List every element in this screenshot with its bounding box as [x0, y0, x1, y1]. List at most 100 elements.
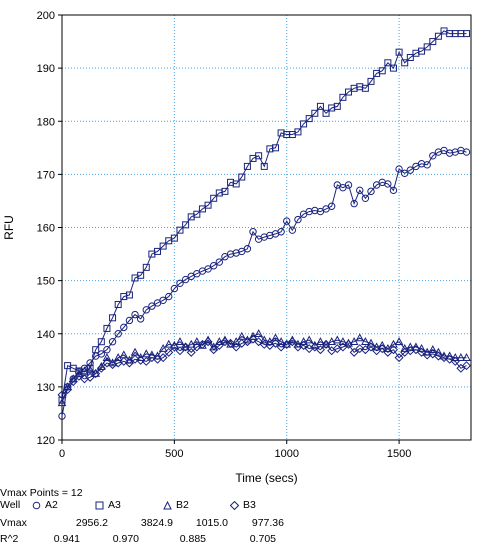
- series-b3-point: [96, 363, 106, 373]
- series-b3-point: [417, 347, 427, 357]
- series-a2-point: [350, 199, 358, 208]
- series-a2-point: [344, 181, 353, 189]
- series-a2-point: [120, 323, 128, 332]
- series-a2-point: [170, 284, 179, 293]
- series-a2-point: [131, 310, 139, 319]
- series-a3-point: [176, 226, 184, 234]
- series-a3-point: [361, 84, 369, 92]
- series-b3-point: [130, 354, 140, 364]
- y-tick-label: 140: [37, 329, 55, 341]
- series-b3-point: [147, 353, 157, 363]
- series-b3-point: [175, 346, 185, 356]
- series-b2-point: [276, 337, 286, 346]
- series-a3-point: [210, 194, 218, 202]
- series-b2-point: [254, 329, 263, 338]
- r2-label: R^2: [0, 533, 19, 545]
- series-b3-point: [428, 349, 438, 359]
- series-a2-point: [401, 169, 409, 178]
- series-b3-point: [248, 334, 258, 344]
- grid: [62, 15, 471, 440]
- series-b2: [57, 329, 471, 407]
- triangle-marker-icon: [163, 500, 172, 510]
- series-a2-point: [305, 207, 313, 216]
- series-b2-point: [299, 337, 308, 346]
- legend-label-b2: B2: [176, 499, 189, 511]
- r2-a3: 0.970: [112, 533, 139, 545]
- series-a3-point: [170, 234, 178, 242]
- legend-label-a2: A2: [45, 499, 58, 511]
- series-b2-point: [389, 339, 398, 348]
- series-a2-point: [209, 262, 218, 270]
- series-b2-point: [85, 365, 95, 374]
- series-a3-point: [142, 263, 150, 271]
- series-a2-point: [148, 302, 156, 310]
- y-tick-label: 190: [37, 63, 55, 75]
- series-a3-point: [271, 144, 279, 152]
- series-b3-line: [61, 338, 467, 396]
- series-b3-point: [388, 345, 398, 355]
- series-b3-point: [377, 344, 387, 354]
- series-a2-point: [176, 279, 184, 287]
- series-b2-point: [304, 335, 314, 344]
- series-a2-point: [103, 345, 111, 354]
- series-b3: [57, 334, 472, 400]
- series-b2-point: [405, 342, 415, 351]
- series-a3-point: [232, 180, 240, 188]
- vmax-a2: 2956.2: [75, 517, 108, 529]
- series-a2-point: [181, 275, 190, 284]
- series-a3-point: [434, 32, 442, 40]
- y-axis-label: RFU: [2, 215, 16, 240]
- series-b3-point: [169, 342, 179, 352]
- series-b2-point: [428, 345, 438, 353]
- series-b2-point: [462, 353, 471, 361]
- y-tick-label: 160: [37, 223, 55, 235]
- legend-item-a2: A2: [32, 498, 58, 512]
- series-b3-point: [57, 390, 67, 400]
- series-b2-point: [57, 398, 67, 407]
- series-a3-point: [311, 109, 319, 117]
- series-a3-point: [125, 291, 133, 299]
- series-a2-point: [311, 206, 319, 215]
- series-a2-point: [114, 330, 122, 338]
- series-a2-point: [204, 265, 212, 273]
- series-b3-point: [450, 356, 460, 366]
- series-b2-point: [450, 353, 460, 361]
- series-b2-point: [113, 353, 123, 361]
- series-a2-point: [283, 217, 291, 225]
- series-b2-point: [192, 337, 202, 346]
- series-b3-point: [287, 337, 297, 347]
- series-a3-point: [367, 77, 375, 85]
- series-b2-point: [361, 337, 370, 346]
- series-a2-point: [445, 149, 454, 157]
- series-b2-point: [265, 337, 275, 346]
- series-b3-point: [214, 340, 224, 350]
- series-a3-point: [243, 162, 251, 170]
- series-b3-point: [158, 353, 168, 363]
- series-a2-point: [108, 338, 117, 346]
- series-b3-point: [461, 361, 472, 371]
- legend-label-a3: A3: [108, 499, 121, 511]
- y-tick-label: 180: [37, 116, 55, 128]
- legend-label-b3: B3: [243, 499, 256, 511]
- series-b2-point: [175, 337, 185, 346]
- series-a2-point: [215, 258, 224, 266]
- series-b3-point: [344, 339, 354, 349]
- series-a3-point: [204, 201, 212, 209]
- legend-item-a3: A3: [95, 498, 121, 512]
- series-a2-point: [423, 161, 431, 169]
- series-b3-point: [91, 369, 101, 379]
- y-tick-label: 170: [37, 169, 55, 181]
- series-b3-point: [226, 338, 236, 348]
- series-a3-point: [395, 48, 403, 56]
- legend-item-b3: B3: [229, 498, 256, 512]
- series-b2-point: [338, 337, 348, 346]
- square-marker-icon: [95, 501, 104, 510]
- series-a3-point: [418, 47, 426, 55]
- series-a3-point: [322, 109, 330, 117]
- series-a3-point: [255, 152, 263, 160]
- series-b2-point: [259, 335, 269, 344]
- series-a2-point: [58, 412, 66, 420]
- series-a3-point: [463, 30, 471, 38]
- series-b2-point: [231, 337, 241, 346]
- series-a3-point: [294, 128, 302, 136]
